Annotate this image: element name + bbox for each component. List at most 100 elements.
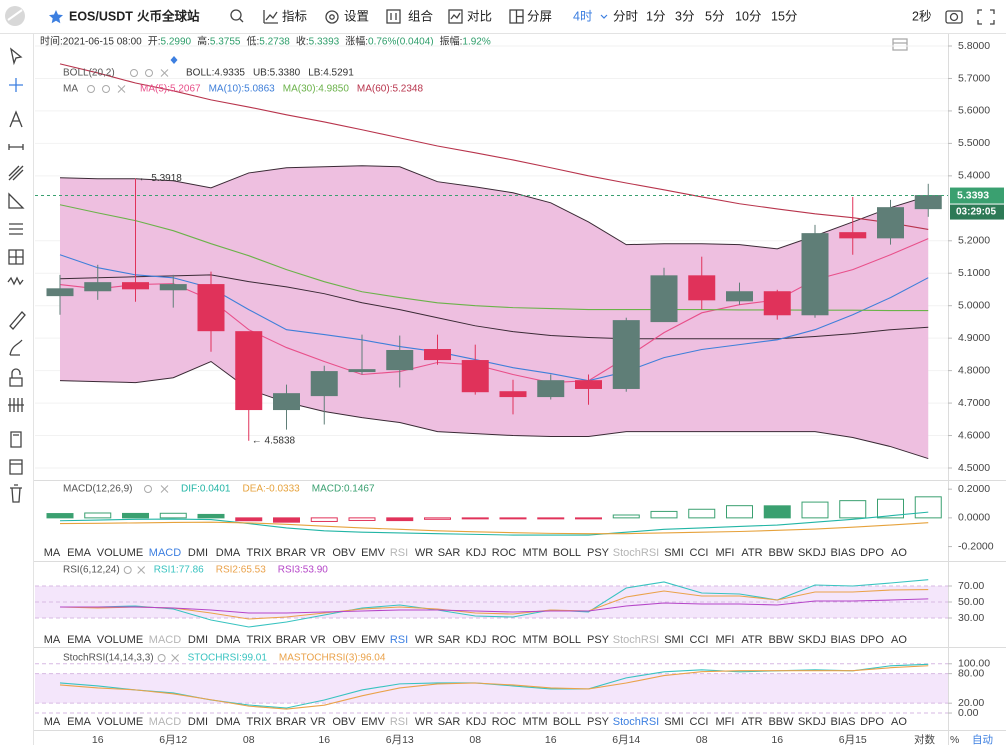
indicator-tab[interactable]: VOLUME [97, 634, 143, 646]
indicator-tab[interactable]: MFI [716, 547, 735, 559]
snapshot-icon[interactable] [945, 10, 963, 24]
indicator-tab[interactable]: DMI [188, 634, 208, 646]
indicator-tab[interactable]: StochRSI [613, 716, 659, 728]
indicator-tab[interactable]: SMI [664, 716, 684, 728]
close-icon[interactable] [171, 654, 179, 662]
symbol[interactable]: EOS/USDT [69, 9, 133, 23]
indicator-tab[interactable]: StochRSI [613, 547, 659, 559]
indicator-tab[interactable]: PSY [587, 547, 610, 559]
gear-icon[interactable] [145, 69, 153, 77]
indicator-tab[interactable]: OBV [332, 634, 356, 646]
indicator-tab[interactable]: EMA [67, 634, 92, 646]
indicator-tab[interactable]: PSY [587, 634, 610, 646]
interval[interactable]: 4时 [573, 9, 593, 23]
indicator-tab[interactable]: BIAS [830, 716, 855, 728]
indicator-tab[interactable]: DMI [188, 547, 208, 559]
indicator-tab[interactable]: RSI [390, 716, 408, 728]
indicator-tab[interactable]: EMA [67, 547, 92, 559]
indicator-tab[interactable]: VR [310, 547, 325, 559]
indicator-tab[interactable]: KDJ [466, 716, 487, 728]
indicator-tab[interactable]: VR [310, 716, 325, 728]
interval[interactable]: 15分 [771, 9, 797, 23]
indicator-tab[interactable]: WR [415, 634, 433, 646]
interval[interactable]: 1分 [646, 9, 665, 23]
menu-item[interactable]: 设置 [344, 8, 369, 23]
indicator-tab[interactable]: MFI [716, 716, 735, 728]
indicator-tab[interactable]: BRAR [276, 547, 307, 559]
indicator-tab[interactable]: SMI [664, 547, 684, 559]
event-marker[interactable] [170, 56, 178, 64]
refresh-rate[interactable]: 2秒 [912, 9, 931, 23]
indicator-tab[interactable]: EMA [67, 716, 92, 728]
indicator-tab[interactable]: CCI [690, 547, 709, 559]
search-icon[interactable] [230, 9, 244, 23]
indicator-tab[interactable]: ATR [741, 716, 762, 728]
gear-icon[interactable] [144, 485, 152, 493]
indicator-tab[interactable]: DMA [216, 716, 241, 728]
indicator-tab[interactable]: MFI [716, 634, 735, 646]
indicator-tab[interactable]: EMV [361, 547, 386, 559]
indicator-tab[interactable]: KDJ [466, 547, 487, 559]
menu-item[interactable]: 指标 [282, 8, 307, 23]
indicator-tab[interactable]: DMA [216, 634, 241, 646]
indicator-tab[interactable]: BIAS [830, 634, 855, 646]
indicator-tab[interactable]: SAR [438, 547, 461, 559]
indicator-tab[interactable]: SKDJ [798, 547, 826, 559]
indicator-tab[interactable]: WR [415, 716, 433, 728]
indicator-tab[interactable]: BRAR [276, 716, 307, 728]
indicator-tab[interactable]: BBW [768, 547, 794, 559]
indicator-tab[interactable]: SKDJ [798, 716, 826, 728]
indicator-tab[interactable]: SAR [438, 716, 461, 728]
indicator-tab[interactable]: BOLL [553, 716, 581, 728]
gear-icon[interactable] [157, 654, 166, 662]
indicator-tab[interactable]: OBV [332, 547, 356, 559]
indicator-tab[interactable]: BBW [768, 634, 794, 646]
indicator-tab[interactable]: TRIX [246, 634, 272, 646]
interval[interactable]: 分时 [613, 9, 639, 23]
indicator-tab[interactable]: OBV [332, 716, 356, 728]
indicator-tab[interactable]: DMA [216, 547, 241, 559]
indicator-tab[interactable]: MTM [522, 716, 547, 728]
menu-item[interactable]: 组合 [408, 8, 434, 23]
eye-icon[interactable] [87, 85, 95, 93]
indicator-tab[interactable]: BIAS [830, 547, 855, 559]
indicator-tab[interactable]: MACD [149, 634, 181, 646]
indicator-tab[interactable]: WR [415, 547, 433, 559]
indicator-tab[interactable]: DPO [860, 716, 884, 728]
close-icon[interactable] [117, 85, 126, 93]
close-icon[interactable] [160, 485, 169, 493]
indicator-tab[interactable]: RSI [390, 547, 408, 559]
indicator-tab[interactable]: SMI [664, 634, 684, 646]
indicator-tab[interactable]: MA [44, 634, 61, 646]
indicator-tab[interactable]: ROC [492, 547, 517, 559]
gear-icon[interactable] [102, 85, 110, 93]
indicator-tab[interactable]: BRAR [276, 634, 307, 646]
indicator-tab[interactable]: BOLL [553, 634, 581, 646]
indicator-tab[interactable]: MACD [149, 547, 181, 559]
drawing-tools[interactable] [7, 47, 26, 503]
menu-item[interactable]: 对比 [467, 9, 492, 23]
indicator-tab[interactable]: AO [891, 634, 907, 646]
interval[interactable]: 5分 [705, 9, 724, 23]
close-icon[interactable] [137, 566, 146, 574]
indicator-tab[interactable]: MTM [522, 547, 547, 559]
favorite-star[interactable] [49, 10, 63, 24]
indicator-tab[interactable]: MACD [149, 716, 181, 728]
indicator-tab[interactable]: StochRSI [613, 634, 659, 646]
indicator-tab[interactable]: VR [310, 634, 325, 646]
indicator-tab[interactable]: DPO [860, 547, 884, 559]
auto-scale-toggle[interactable]: 自动 [972, 733, 993, 745]
indicator-tab[interactable]: ROC [492, 716, 517, 728]
indicator-tab[interactable]: SKDJ [798, 634, 826, 646]
indicator-tab[interactable]: DMI [188, 716, 208, 728]
indicator-tab[interactable]: CCI [690, 634, 709, 646]
indicator-tab[interactable]: EMV [361, 716, 386, 728]
indicator-tab[interactable]: EMV [361, 634, 386, 646]
indicator-tab[interactable]: ROC [492, 634, 517, 646]
chart-settings-icon[interactable] [892, 38, 908, 51]
indicator-tab[interactable]: KDJ [466, 634, 487, 646]
indicator-tab[interactable]: ATR [741, 634, 762, 646]
indicator-tab[interactable]: AO [891, 547, 907, 559]
fullscreen-icon[interactable] [977, 9, 995, 25]
indicator-tab[interactable]: DPO [860, 634, 884, 646]
